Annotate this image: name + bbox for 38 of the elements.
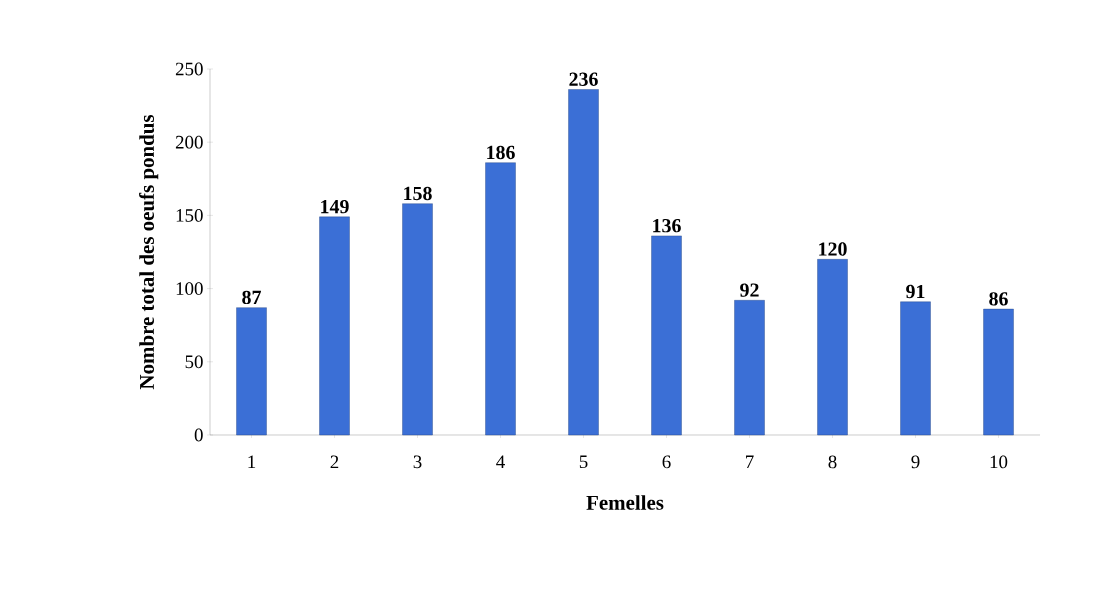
bar bbox=[402, 203, 433, 436]
bar bbox=[485, 162, 516, 436]
data-label: 92 bbox=[740, 283, 759, 297]
bar bbox=[734, 300, 765, 436]
y-tick-label: 0 bbox=[194, 428, 203, 442]
x-tick-label: 7 bbox=[746, 455, 754, 468]
data-label: 158 bbox=[404, 186, 432, 201]
data-label: 186 bbox=[487, 145, 515, 160]
x-tick-label: 1 bbox=[248, 455, 256, 469]
x-tick-label: 3 bbox=[413, 455, 422, 469]
bar bbox=[983, 308, 1014, 436]
y-axis-title: Nombre total des oeufs pondus bbox=[139, 114, 159, 390]
data-label: 86 bbox=[989, 292, 1008, 306]
y-tick-label: 250 bbox=[175, 62, 203, 76]
x-tick-label: 4 bbox=[496, 455, 505, 468]
data-label: 87 bbox=[242, 290, 261, 305]
bar bbox=[651, 235, 682, 436]
bar bbox=[568, 89, 599, 436]
x-tick-label: 2 bbox=[330, 455, 339, 469]
bar bbox=[319, 216, 350, 436]
x-tick-label: 10 bbox=[990, 455, 1008, 469]
data-label: 236 bbox=[569, 72, 598, 86]
x-tick-label: 6 bbox=[662, 455, 671, 469]
bar bbox=[900, 301, 931, 436]
y-tick-label: 150 bbox=[176, 209, 203, 222]
x-tick-label: 9 bbox=[911, 455, 920, 469]
data-label: 149 bbox=[321, 199, 349, 214]
bar bbox=[236, 307, 267, 436]
y-tick-label: 50 bbox=[185, 355, 203, 369]
bar bbox=[817, 259, 848, 436]
y-tick-label: 100 bbox=[176, 282, 203, 295]
data-label: 91 bbox=[906, 284, 925, 299]
y-tick-label: 200 bbox=[175, 135, 203, 149]
data-label: 136 bbox=[653, 218, 681, 233]
x-tick-label: 5 bbox=[579, 455, 588, 469]
x-tick-label: 8 bbox=[828, 455, 837, 469]
x-axis-title: Femelles bbox=[586, 495, 664, 510]
data-label: 120 bbox=[819, 242, 847, 256]
